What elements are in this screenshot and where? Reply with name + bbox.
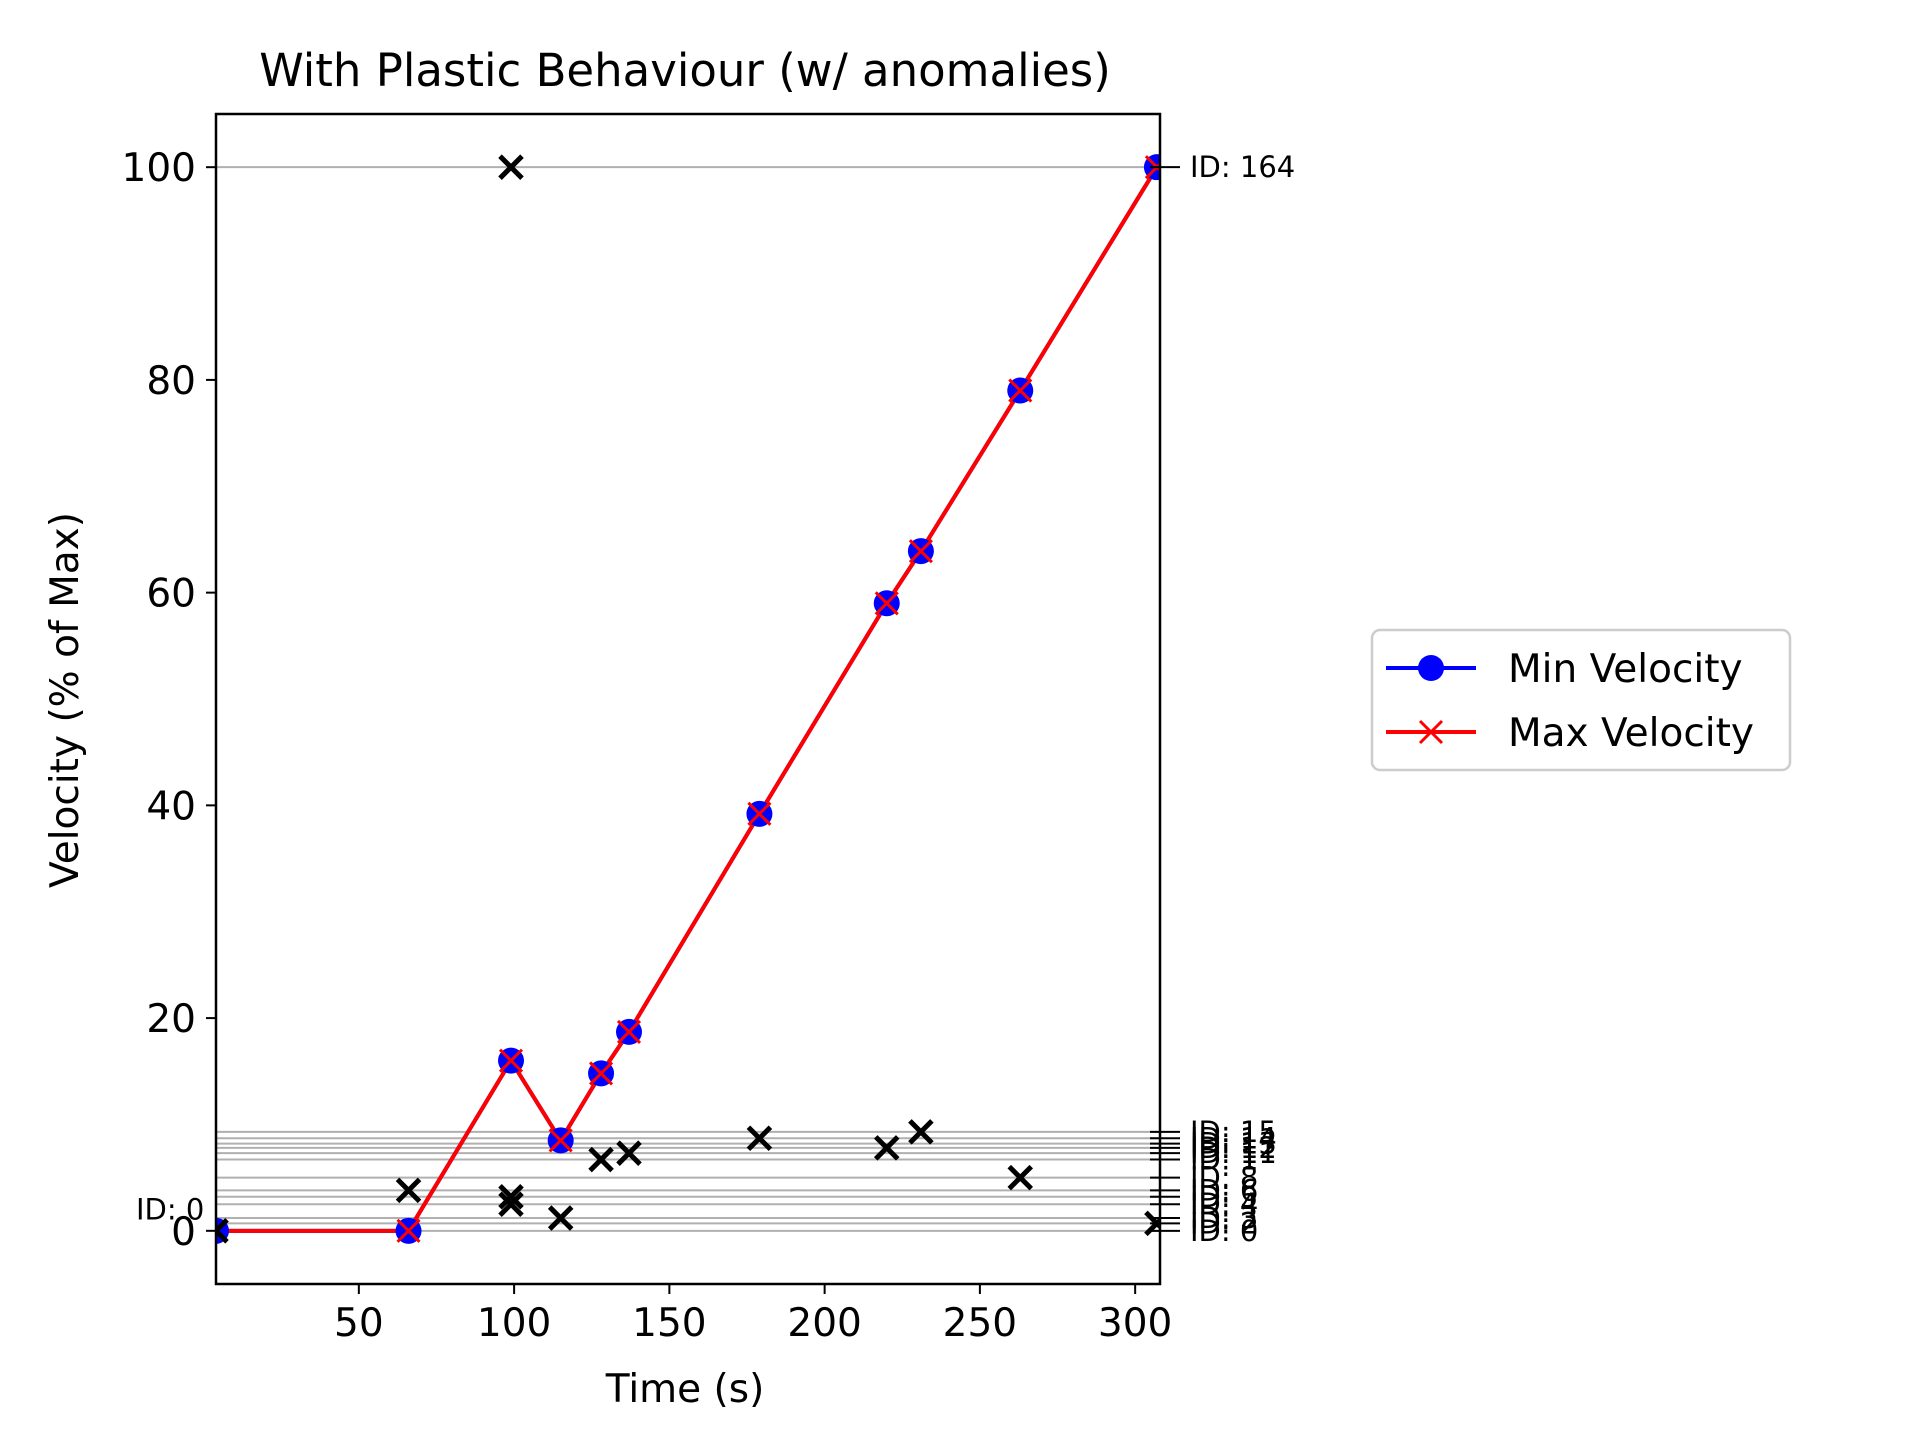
annotation-label: ID: 14 (1190, 1121, 1277, 1155)
series-line-max-velocity (216, 166, 1159, 1233)
annotation-label: ID: 2 (1190, 1206, 1258, 1240)
x-tick-label: 300 (1098, 1301, 1172, 1346)
max-velocity-point (616, 1019, 642, 1044)
legend: Min Velocity Max Velocity (1370, 628, 1792, 772)
annotation-label: ID: 11 (1190, 1136, 1277, 1170)
y-tick-label: 0 (171, 1210, 196, 1255)
max-velocity-point (548, 1128, 573, 1153)
y-tick-label: 80 (146, 359, 196, 404)
annotation-label: ID: 3 (1190, 1201, 1258, 1235)
plot-frame (214, 112, 1162, 1286)
x-tick-label: 250 (943, 1301, 1017, 1346)
anomaly-point (498, 1184, 524, 1210)
y-tick-label: 100 (122, 146, 196, 191)
annotation-label: ID: 5 (1190, 1180, 1258, 1214)
anomaly-point (216, 1218, 229, 1244)
max-velocity-point (588, 1061, 614, 1086)
max-velocity-point (747, 801, 772, 826)
x-tick-label: 100 (477, 1301, 551, 1346)
y-axis-label: Velocity (% of Max) (43, 512, 88, 888)
anomaly-point (616, 1140, 642, 1166)
annotation-label: ID: 164 (1190, 150, 1295, 184)
anomaly-point (547, 1205, 574, 1231)
y-tick-label: 40 (146, 784, 196, 829)
y-tick-label: 20 (146, 997, 196, 1042)
max-velocity-point (908, 539, 933, 564)
legend-label: Min Velocity (1508, 647, 1743, 692)
annotation-label: ID: 12 (1190, 1131, 1277, 1165)
x-axis-label: Time (s) (605, 1367, 765, 1412)
legend-box (1370, 628, 1792, 772)
plot-clipped-group (216, 154, 1160, 1244)
anomaly-point (498, 154, 524, 180)
x-tick-label: 50 (334, 1301, 384, 1346)
chart-title: With Plastic Behaviour (w/ anomalies) (259, 44, 1111, 97)
max-velocity-point (498, 1048, 524, 1073)
annotation-label: ID: 6 (1190, 1173, 1258, 1207)
annotation-label: ID: 1 (1190, 1143, 1258, 1177)
anomaly-point (1007, 1164, 1034, 1191)
annotation-label: ID: 13 (1190, 1127, 1277, 1161)
plot-area: 50 100 150 200 250 300 0 20 40 60 80 100 ID: 164 ID: … (122, 112, 1295, 1346)
annotation-label: ID: 4 (1190, 1187, 1258, 1221)
max-velocity-point (396, 1218, 421, 1243)
annotation-label: ID: 0 (1190, 1214, 1258, 1248)
max-velocity-point (874, 591, 899, 616)
anomaly-point (588, 1146, 614, 1173)
x-tick-label: 200 (787, 1301, 861, 1346)
anomaly-point (873, 1135, 900, 1161)
anomaly-point (395, 1177, 422, 1204)
y-tick-label: 60 (146, 572, 196, 617)
anomaly-point (498, 1191, 524, 1217)
annotation-label: ID: 15 (1190, 1115, 1277, 1149)
annotation-label: ID: 0 (136, 1193, 204, 1227)
legend-marker-x (1418, 719, 1444, 745)
legend-marker-circle (1418, 655, 1444, 681)
legend-label: Max Velocity (1508, 711, 1754, 756)
anomaly-point (908, 1119, 934, 1145)
series-line-min-velocity (216, 166, 1159, 1233)
x-tick-label: 150 (632, 1301, 706, 1346)
annotation-label: ID: 8 (1190, 1161, 1258, 1195)
anomaly-point (746, 1125, 773, 1152)
max-velocity-point (1008, 378, 1033, 403)
